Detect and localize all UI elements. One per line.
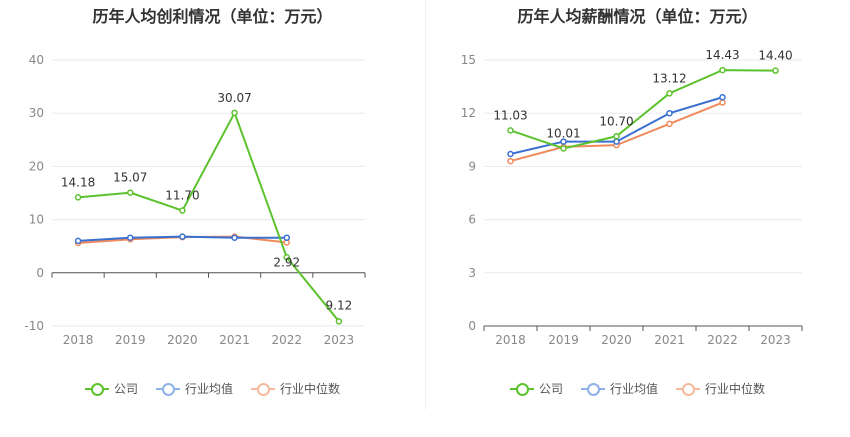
x-tick-label: 2022 (271, 333, 302, 347)
data-point-industry-avg (719, 93, 726, 101)
legend-item-industry-avg[interactable]: 行业均值 (580, 380, 658, 397)
legend-company-icon (509, 382, 534, 396)
x-tick-label: 2023 (324, 333, 355, 347)
data-label: 30.07 (217, 91, 251, 105)
legend-company-icon (84, 382, 109, 396)
legend-label: 行业均值 (184, 382, 233, 396)
profit-per-capita-chart: -10 0 10 20 30 40 2018 2019 2020 2021 2022 2023 14.1… (24, 53, 366, 347)
chart-title: 历年人均创利情况（单位：万元） (92, 7, 333, 26)
x-tick-label: 2021 (654, 333, 685, 347)
y-tick-label: 30 (29, 106, 44, 120)
data-point-industry-median (666, 120, 673, 128)
legend-label: 行业中位数 (280, 382, 341, 396)
data-label: 15.07 (113, 171, 147, 185)
chart-legend: 公司 行业均值 行业中位数 (425, 380, 850, 397)
legend-label: 公司 (113, 382, 138, 396)
series-line-industry-median (510, 101, 723, 163)
data-point-industry-median (507, 157, 514, 165)
data-point-industry-avg (74, 237, 82, 245)
y-tick-label: 40 (29, 53, 44, 67)
panel-divider (425, 0, 426, 410)
data-point-company (666, 90, 673, 97)
legend-item-industry-median[interactable]: 行业中位数 (251, 380, 340, 397)
data-label: 10.01 (546, 126, 580, 140)
data-point-company (613, 133, 620, 140)
data-label: 11.70 (165, 189, 199, 203)
chart-title: 历年人均薪酬情况（单位：万元） (517, 7, 758, 26)
data-point-company (507, 127, 514, 134)
data-point-company (127, 189, 134, 196)
x-tick-label: 2018 (495, 333, 526, 347)
data-point-company (179, 207, 186, 214)
data-point-industry-avg (179, 233, 186, 240)
legend-label: 行业中位数 (705, 382, 766, 396)
legend-industry-avg-icon (580, 382, 605, 396)
x-tick-label: 2018 (63, 333, 94, 347)
profit-per-capita-panel: 历年人均创利情况（单位：万元） -10 0 10 20 30 40 2018 2019 2020… (0, 7, 425, 397)
data-label: 13.12 (652, 71, 686, 85)
data-point-industry-avg (560, 138, 567, 145)
y-tick-label: 9 (468, 159, 476, 173)
data-label: 9.12 (326, 298, 353, 312)
data-label: 14.40 (758, 49, 792, 63)
salary-per-capita-panel: 历年人均薪酬情况（单位：万元） 0 3 6 9 12 15 2018 2019 2020 2021… (425, 0, 850, 437)
x-tick-label: 2020 (167, 333, 198, 347)
data-point-company (719, 66, 726, 74)
series-line-company (510, 69, 776, 150)
x-tick-label: 2020 (601, 333, 632, 347)
y-tick-label: 10 (29, 213, 44, 227)
data-label: 11.03 (493, 108, 527, 122)
data-point-industry-median (719, 99, 726, 106)
legend-label: 行业均值 (609, 382, 658, 396)
data-point-company (772, 67, 779, 74)
y-tick-label: 3 (468, 266, 476, 280)
legend-label: 公司 (538, 382, 563, 396)
data-point-industry-avg (507, 150, 514, 158)
x-tick-label: 2019 (548, 333, 579, 347)
data-point-company (560, 145, 567, 152)
x-tick-label: 2023 (760, 333, 791, 347)
y-tick-label: 12 (461, 106, 476, 120)
data-point-industry-avg (127, 234, 134, 241)
x-tick-label: 2021 (219, 333, 250, 347)
legend-industry-avg-icon (155, 382, 180, 396)
y-tick-label: 0 (36, 266, 44, 280)
salary-per-capita-chart: 0 3 6 9 12 15 2018 2019 2020 2021 2022 2023 11.03 10.… (461, 48, 803, 347)
y-tick-label: -10 (24, 319, 44, 333)
x-tick-label: 2022 (707, 333, 738, 347)
y-tick-label: 0 (468, 319, 476, 333)
legend-item-industry-median[interactable]: 行业中位数 (676, 380, 765, 397)
data-point-industry-avg (666, 109, 673, 117)
data-point-company (335, 318, 343, 325)
data-point-industry-avg (613, 138, 620, 145)
series-line-company (77, 111, 340, 322)
y-tick-label: 15 (461, 53, 476, 67)
chart-legend: 公司 行业均值 行业中位数 (0, 380, 425, 397)
legend-industry-median-icon (251, 382, 275, 396)
data-label: 10.70 (599, 114, 633, 128)
data-label: 14.18 (61, 175, 95, 189)
data-point-company (283, 254, 290, 261)
data-point-industry-avg (231, 234, 238, 241)
data-point-company (74, 194, 82, 201)
data-point-company (231, 109, 238, 117)
legend-item-company[interactable]: 公司 (84, 380, 138, 397)
legend-industry-median-icon (676, 382, 700, 396)
data-point-industry-avg (283, 234, 290, 241)
data-label: 14.43 (705, 48, 739, 62)
y-tick-label: 20 (29, 159, 44, 173)
data-label: 2.92 (273, 255, 300, 269)
y-tick-label: 6 (468, 213, 476, 227)
legend-item-company[interactable]: 公司 (509, 380, 563, 397)
legend-item-industry-avg[interactable]: 行业均值 (155, 380, 233, 397)
x-tick-label: 2019 (115, 333, 146, 347)
